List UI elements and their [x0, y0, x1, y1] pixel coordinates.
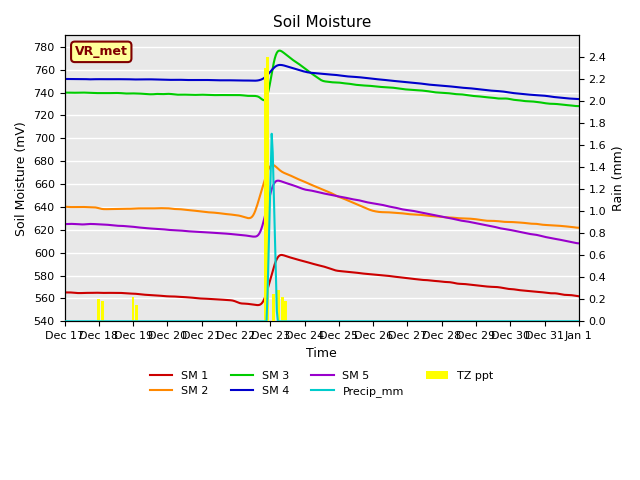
Y-axis label: Rain (mm): Rain (mm): [612, 145, 625, 211]
Bar: [281, 297, 284, 321]
Y-axis label: Soil Moisture (mV): Soil Moisture (mV): [15, 121, 28, 236]
Bar: [135, 305, 138, 321]
Text: VR_met: VR_met: [75, 45, 128, 59]
Bar: [264, 68, 266, 321]
Bar: [97, 300, 100, 321]
Title: Soil Moisture: Soil Moisture: [273, 15, 371, 30]
Bar: [278, 290, 280, 321]
Bar: [284, 301, 287, 321]
Bar: [272, 294, 275, 321]
Bar: [266, 57, 269, 321]
Bar: [132, 297, 134, 321]
X-axis label: Time: Time: [307, 347, 337, 360]
Legend: SM 1, SM 2, SM 3, SM 4, SM 5, Precip_mm, TZ ppt: SM 1, SM 2, SM 3, SM 4, SM 5, Precip_mm,…: [145, 366, 498, 401]
Bar: [101, 301, 104, 321]
